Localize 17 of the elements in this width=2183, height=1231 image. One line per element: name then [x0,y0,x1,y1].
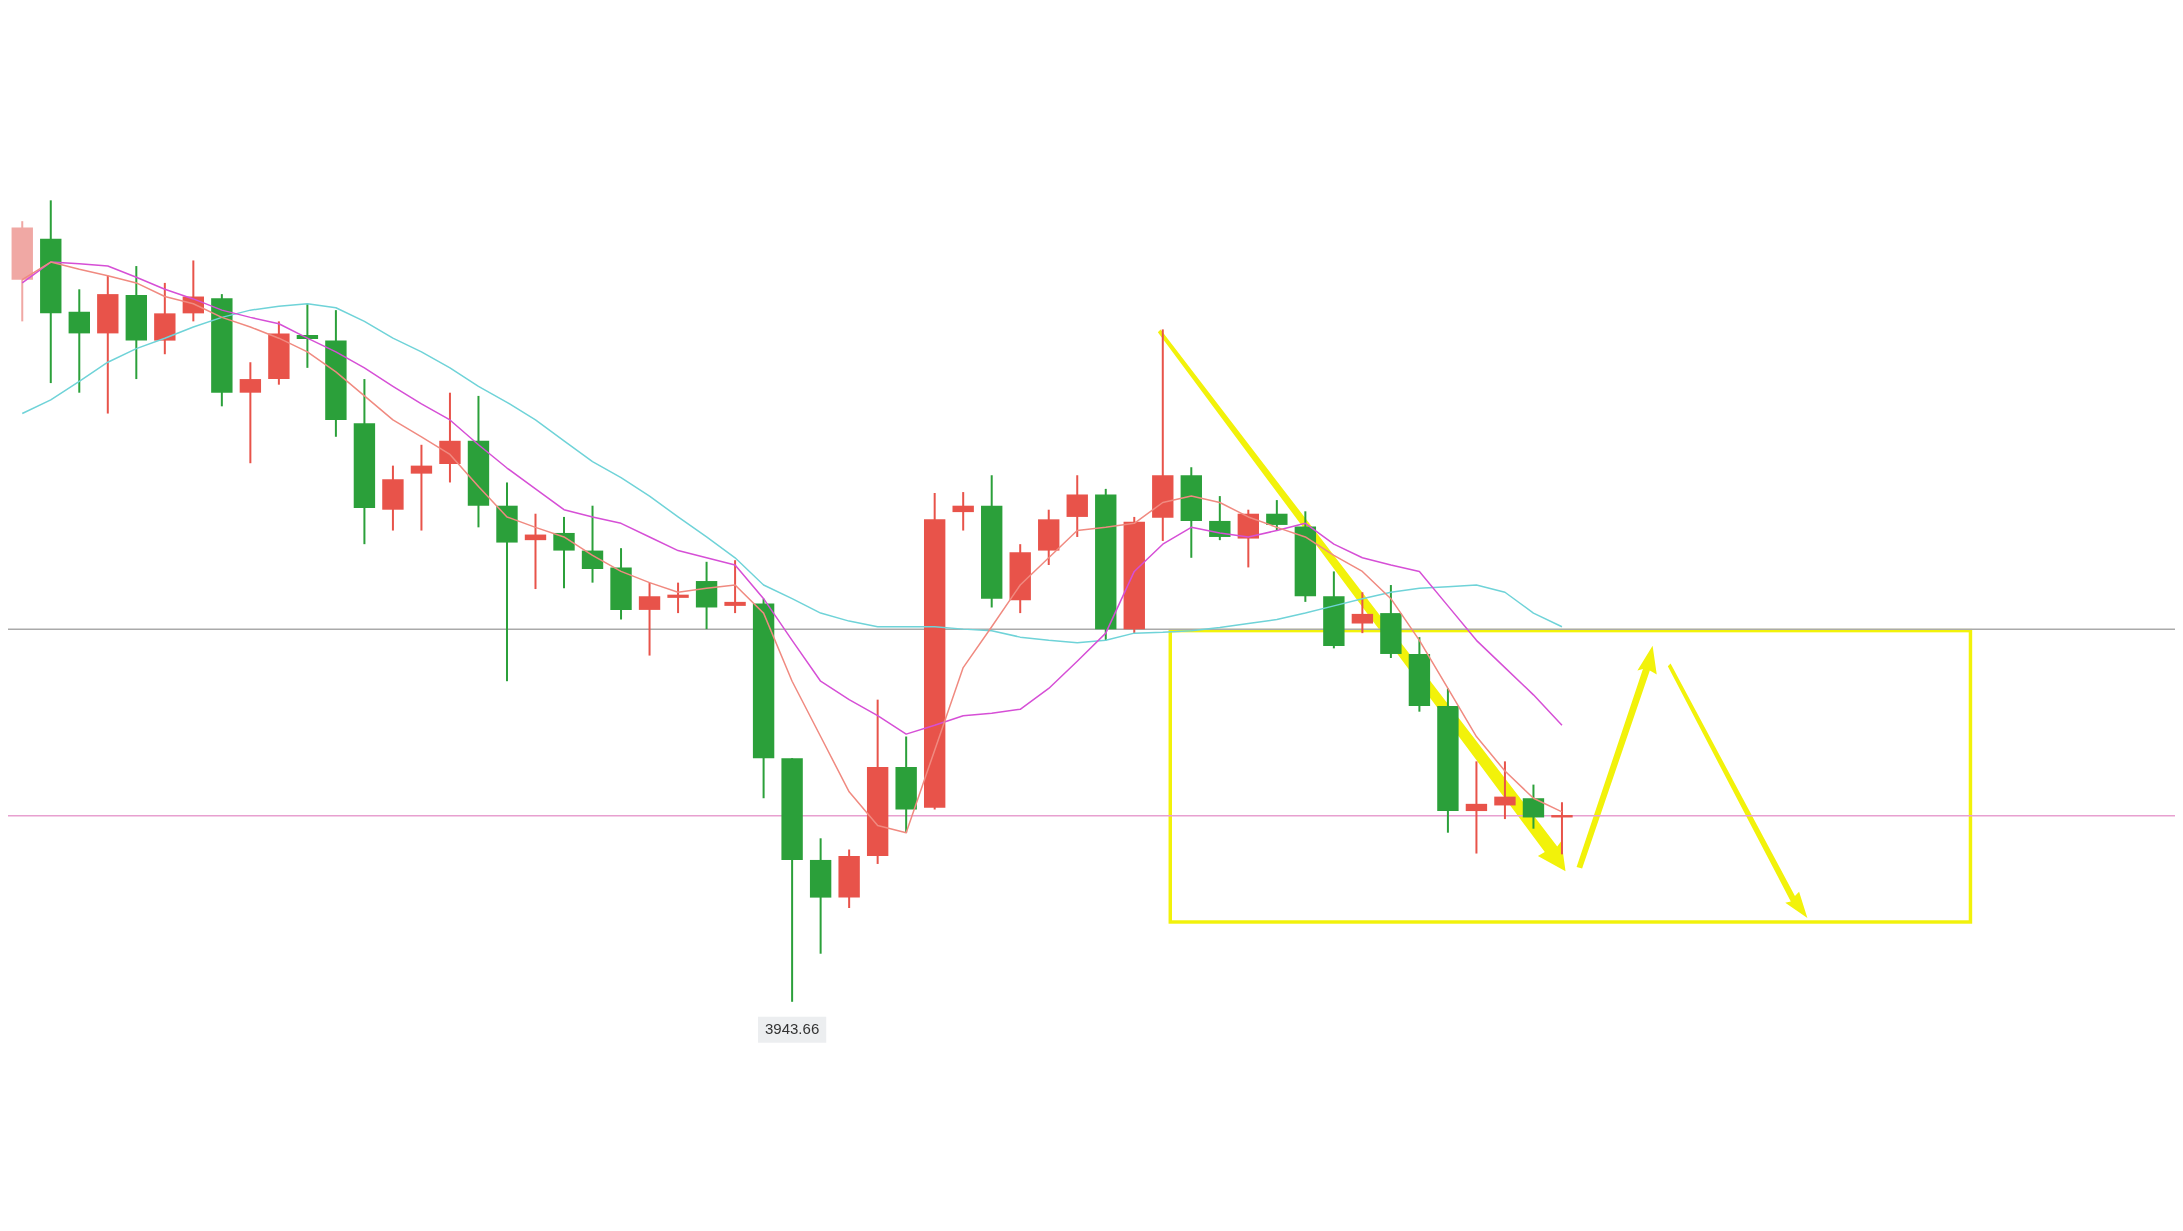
candlestick [410,443,433,532]
candlestick [1209,495,1231,542]
candlestick [952,491,974,532]
candlestick [239,361,262,465]
candlestick [68,288,90,394]
candlestick [724,559,746,615]
candlestick [1465,760,1488,855]
candlestick [1066,474,1088,538]
candlestick [439,391,461,484]
candlestick [667,581,689,615]
candlestick [1266,499,1288,532]
candlestick [1522,783,1545,830]
candlestick [1494,760,1516,821]
candlestick [1351,591,1374,635]
candlestick [553,515,575,590]
candlestick [638,581,661,657]
annotation: 3943.66 [764,1019,820,1037]
